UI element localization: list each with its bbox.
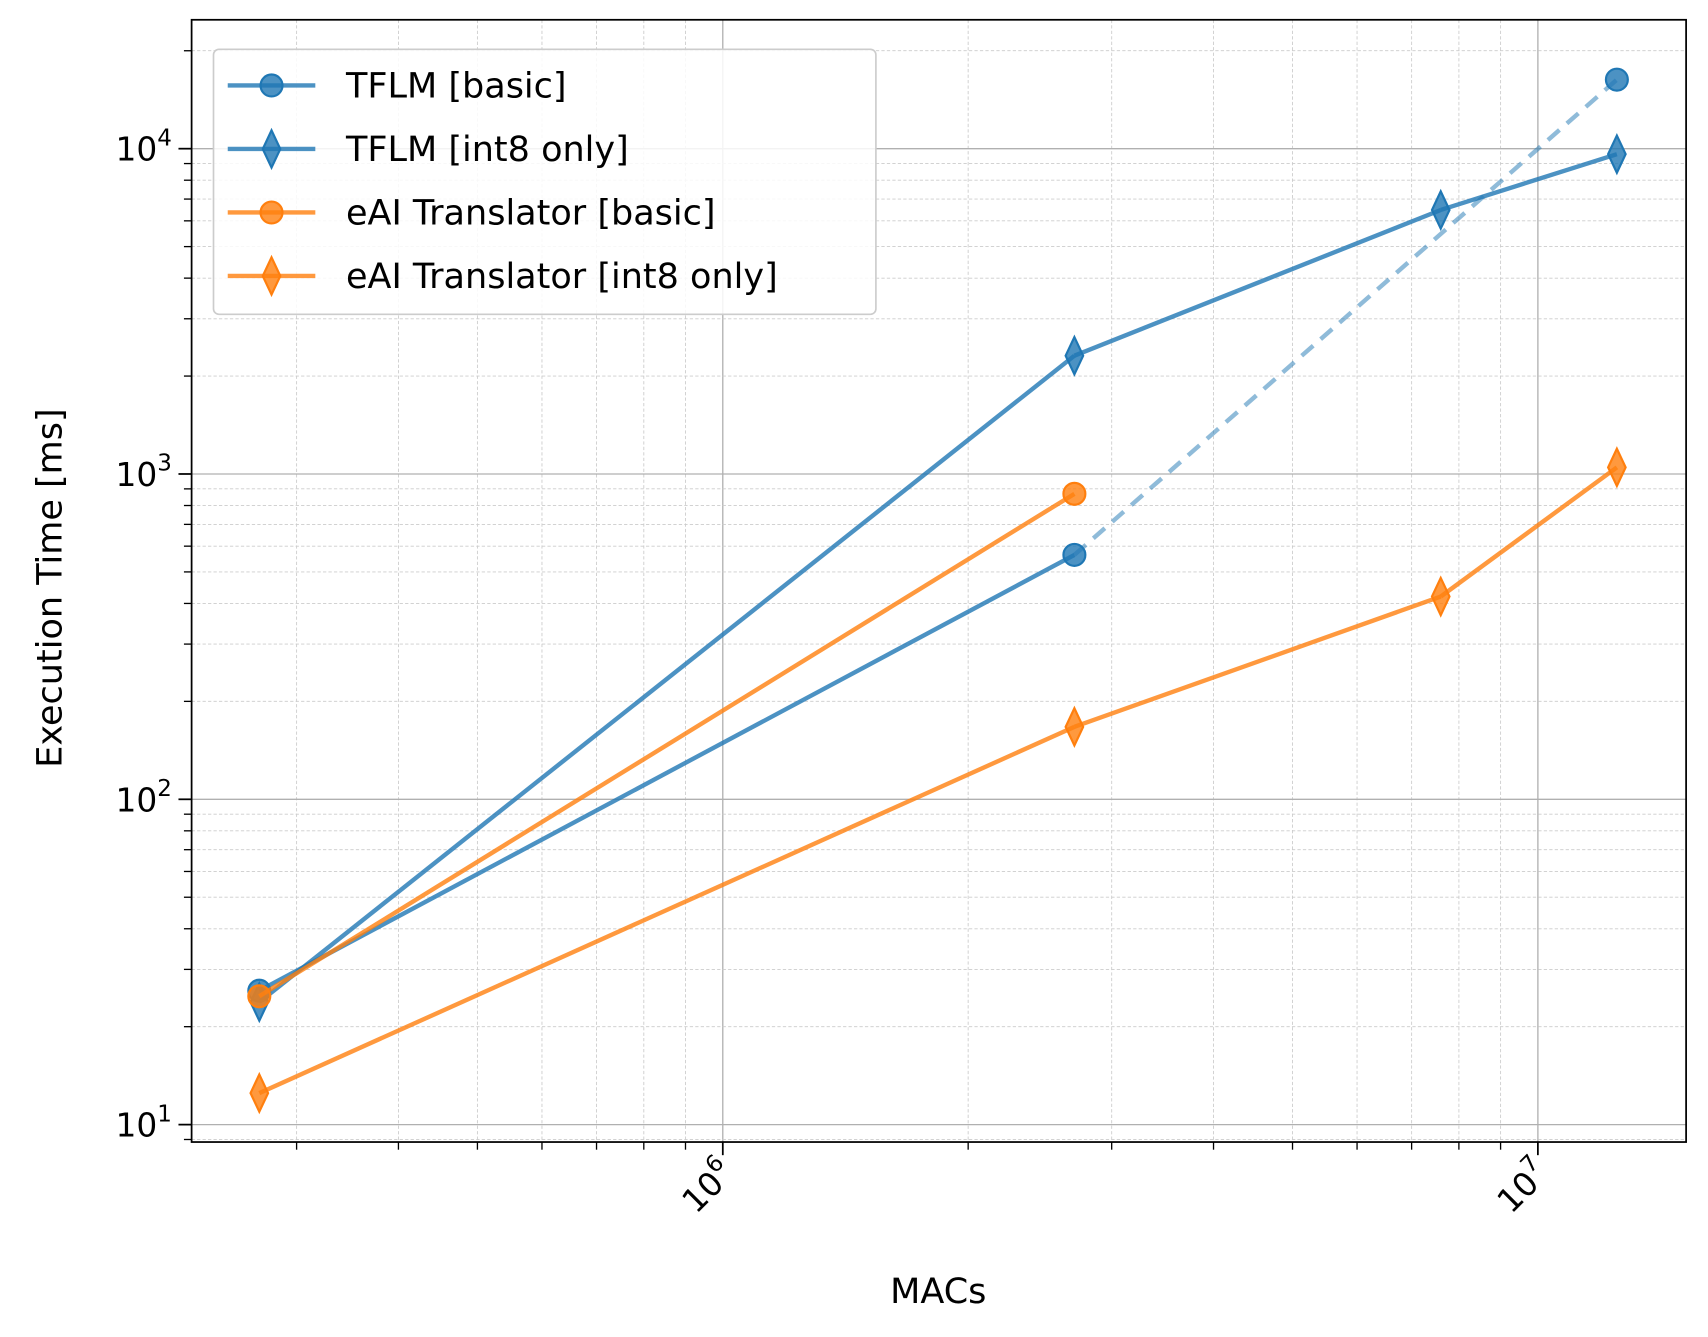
x-tick-label: 106 [671, 1150, 742, 1221]
y-tick-base: 10 [115, 1107, 157, 1145]
x-axis-label: MACs [890, 1271, 986, 1312]
y-tick-exponent: 4 [157, 125, 172, 151]
plot-frame [190, 18, 1687, 1143]
y-tick-label: 102 [115, 776, 171, 819]
data-point [1606, 446, 1627, 489]
data-point [1062, 542, 1087, 567]
series-line-segment [1440, 152, 1618, 213]
data-point [1606, 132, 1627, 176]
y-tick-label: 103 [115, 451, 171, 494]
series-tflm-int8-only [249, 132, 1627, 1024]
series-eai-translator-basic [247, 481, 1087, 1009]
data-point [1064, 705, 1085, 749]
data-point [1064, 334, 1085, 377]
diamond-marker-icon [261, 127, 282, 171]
x-tick-label: 107 [1486, 1150, 1557, 1221]
legend-label: TFLM [int8 only] [345, 129, 629, 170]
data-point [1062, 481, 1087, 506]
y-tick-base: 10 [115, 781, 157, 819]
circle-marker-icon [259, 200, 284, 225]
series-line-segment [258, 491, 1076, 999]
legend-label: eAI Translator [basic] [346, 193, 716, 234]
circle-marker-icon [259, 73, 284, 98]
legend-item: TFLM [int8 only] [227, 127, 629, 171]
y-tick-exponent: 3 [157, 451, 172, 477]
legend-label: TFLM [basic] [345, 66, 567, 107]
legend-item: TFLM [basic] [227, 66, 567, 107]
legend: TFLM [basic] TFLM [int8 only] eAI Translat… [212, 48, 877, 316]
series-line-segment [257, 353, 1076, 1004]
series-eai-translator-int8-only [249, 446, 1627, 1115]
data-point [1604, 67, 1629, 92]
series-line-segment [1073, 594, 1442, 729]
legend-item: eAI Translator [basic] [227, 193, 716, 234]
y-tick-label: 104 [115, 125, 171, 168]
y-tick-label: 101 [115, 1101, 171, 1144]
data-point [1430, 575, 1451, 618]
series-line-segment [1439, 465, 1619, 599]
y-tick-base: 10 [115, 131, 157, 169]
legend-item: eAI Translator [int8 only] [227, 254, 778, 298]
y-axis-label: Execution Time [ms] [29, 408, 70, 767]
series-line-segment [1073, 207, 1442, 358]
series-line-segment [1072, 78, 1619, 557]
diamond-marker-icon [261, 254, 282, 298]
data-point [247, 984, 272, 1009]
series-line-segment [258, 552, 1076, 993]
data-point [1430, 188, 1451, 232]
legend-box [212, 48, 877, 316]
series-layer [247, 67, 1629, 1115]
y-tick-exponent: 1 [157, 1101, 172, 1127]
series-line-segment [258, 724, 1076, 1096]
data-point [249, 1071, 270, 1115]
y-tick-base: 10 [115, 456, 157, 494]
y-tick-exponent: 2 [157, 776, 172, 802]
legend-label: eAI Translator [int8 only] [346, 256, 778, 297]
